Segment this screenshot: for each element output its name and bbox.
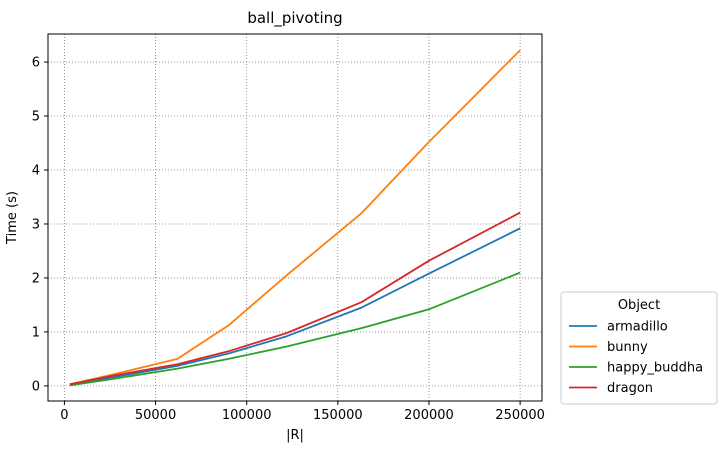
series-line-happy_buddha	[69, 271, 521, 387]
y-tick-label: 1	[32, 325, 40, 340]
y-tick-label: 6	[32, 56, 40, 71]
plot-frame	[47, 33, 543, 402]
y-tick-label: 0	[32, 379, 40, 394]
series-line-armadillo	[69, 227, 521, 386]
legend-entry-label: bunny	[607, 340, 648, 355]
y-tick-label: 4	[32, 164, 40, 179]
legend-entry-label: dragon	[607, 381, 653, 396]
x-tick-label: 200000	[404, 408, 454, 423]
series-lines	[69, 49, 521, 387]
series-line-bunny	[69, 49, 521, 386]
x-tick-label: 50000	[135, 408, 176, 423]
legend-entry-label: happy_buddha	[607, 361, 703, 376]
grid-lines	[48, 34, 542, 401]
y-tick-label: 5	[32, 110, 40, 125]
x-tick-label: 150000	[313, 408, 363, 423]
y-axis-label: Time (s)	[5, 191, 20, 245]
chart-title: ball_pivoting	[247, 9, 342, 28]
series-line-dragon	[69, 211, 521, 386]
legend-entry-label: armadillo	[607, 320, 668, 335]
y-tick-label: 2	[32, 271, 40, 286]
x-axis-label: |R|	[286, 428, 304, 443]
y-axis-ticks: 0 1 2 3 4 5 6	[32, 56, 48, 394]
x-tick-label: 250000	[495, 408, 545, 423]
x-tick-label: 0	[60, 408, 68, 423]
legend-box	[560, 291, 718, 405]
x-tick-label: 100000	[222, 408, 272, 423]
legend-title: Object	[618, 298, 660, 313]
x-axis-ticks: 0 50000 100000 150000 200000 250000	[60, 401, 545, 423]
y-tick-label: 3	[32, 217, 40, 232]
